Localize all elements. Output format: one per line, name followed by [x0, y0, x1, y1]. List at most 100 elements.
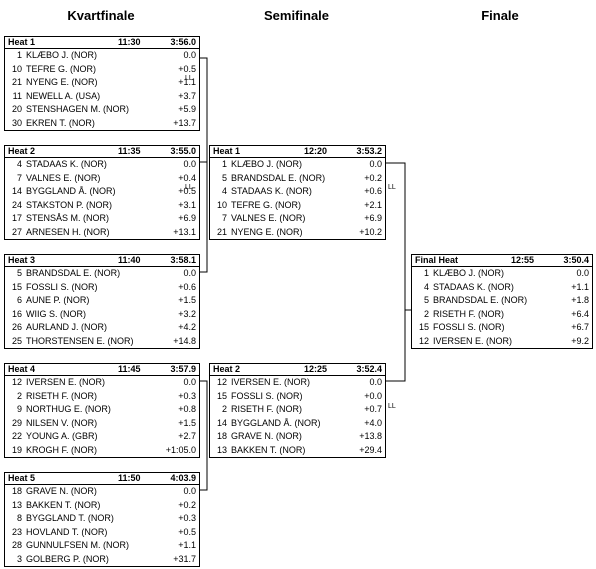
result-row: 2 RISETH F. (NOR) +6.4 [412, 308, 592, 322]
athlete-name: NORTHUG E. (NOR) [26, 404, 111, 414]
time-behind: 0.0 [183, 159, 196, 169]
bib-number: 15 [418, 322, 429, 332]
result-row: 1 KLÆBO J. (NOR) 0.0 [412, 267, 592, 281]
result-row: 10 TEFRE G. (NOR) +0.5 [5, 63, 199, 77]
heat-winning-time: 3:55.0 [170, 146, 196, 156]
time-behind: +0.5 [178, 526, 196, 537]
bib-number: 21 [216, 226, 227, 237]
heat-start-time: 11:50 [118, 473, 141, 483]
heat-winning-time: 3:58.1 [170, 255, 196, 265]
athlete-name: KLÆBO J. (NOR) [433, 268, 505, 278]
time-behind: +1.5 [178, 295, 196, 305]
bib-number: 2 [221, 404, 227, 414]
result-row: 7 VALNES E. (NOR) +0.4 [5, 172, 199, 186]
quarterfinal-title: Kvartfinale [67, 8, 135, 23]
bib-number: 12 [418, 335, 429, 346]
result-row: 30 EKREN T. (NOR) +13.7 [5, 117, 199, 131]
result-row: 27 ARNESEN H. (NOR) +13.1 [5, 226, 199, 240]
heat-name: Heat 2 [8, 146, 36, 156]
heat-name: Heat 5 [8, 473, 36, 483]
heat-winning-time: 3:53.2 [356, 146, 382, 156]
athlete-name: STADAAS K. (NOR) [433, 281, 514, 292]
time-behind: +9.2 [571, 335, 589, 346]
time-behind: 0.0 [183, 486, 196, 496]
bib-number: 7 [16, 172, 22, 183]
bib-number: 20 [11, 104, 22, 114]
lucky-loser-marker: LL [185, 75, 193, 82]
result-row: 15 FOSSLI S. (NOR) +6.7 [412, 321, 592, 335]
time-behind: +0.4 [178, 172, 196, 183]
athlete-name: ARNESEN H. (NOR) [26, 226, 110, 237]
result-row: 19 KROGH F. (NOR) +1:05.0 [5, 444, 199, 458]
athlete-name: NYENG E. (NOR) [231, 226, 303, 237]
result-row: 5 BRANDSDAL E. (NOR) +1.8 [412, 294, 592, 308]
time-behind: +0.5 [178, 186, 196, 196]
result-row: 20 STENSHAGEN M. (NOR) +5.9 [5, 103, 199, 117]
result-row: 18 GRAVE N. (NOR) 0.0 [5, 485, 199, 499]
bib-number: 6 [16, 295, 22, 305]
bib-number: 27 [11, 226, 22, 237]
result-row: 12 IVERSEN E. (NOR) +9.2 [412, 335, 592, 349]
bib-number: 19 [11, 444, 22, 455]
time-behind: 0.0 [183, 377, 196, 387]
bib-number: 12 [216, 377, 227, 387]
heat-start-time: 12:20 [304, 146, 328, 156]
time-behind: +0.8 [178, 404, 196, 414]
result-row: 12 IVERSEN E. (NOR) 0.0 [5, 376, 199, 390]
lucky-loser-marker: LL [388, 184, 396, 191]
bib-number: 29 [11, 417, 22, 428]
result-row: 13 BAKKEN T. (NOR) +0.2 [5, 499, 199, 513]
time-behind: +3.7 [178, 90, 196, 101]
semifinal-title: Semifinale [263, 8, 330, 23]
athlete-name: NYENG E. (NOR) [26, 77, 98, 87]
time-behind: +31.7 [173, 553, 196, 564]
athlete-name: IVERSEN E. (NOR) [433, 335, 513, 346]
athlete-name: VALNES E. (NOR) [231, 213, 306, 223]
time-behind: +6.9 [364, 213, 382, 223]
athlete-name: TEFRE G. (NOR) [26, 63, 96, 74]
time-behind: +13.7 [173, 117, 196, 128]
heat-name: Heat 2 [213, 364, 241, 374]
athlete-name: GUNNULFSEN M. (NOR) [26, 540, 129, 550]
time-behind: +0.2 [364, 172, 382, 183]
athlete-name: HOVLAND T. (NOR) [26, 526, 108, 537]
time-behind: +0.5 [178, 63, 196, 74]
result-row: 18 GRAVE N. (NOR) +13.8 [210, 430, 385, 444]
quarterfinal-heat: Heat 1 11:30 3:56.0 1 KLÆBO J. (NOR) 0.0 10 TEF… [4, 36, 200, 131]
time-behind: +2.7 [178, 431, 196, 441]
athlete-name: YOUNG A. (GBR) [26, 431, 98, 441]
result-row: 21 NYENG E. (NOR) +10.2 [210, 226, 385, 240]
time-behind: +1:05.0 [165, 444, 196, 455]
result-row: 8 BYGGLAND T. (NOR) +0.3 [5, 512, 199, 526]
time-behind: +3.2 [178, 308, 196, 319]
time-behind: +2.1 [364, 199, 382, 210]
athlete-name: IVERSEN E. (NOR) [26, 377, 106, 387]
bib-number: 2 [16, 390, 22, 401]
bib-number: 24 [11, 199, 22, 210]
time-behind: +0.2 [178, 499, 196, 510]
bib-number: 4 [221, 186, 227, 196]
quarterfinal-heat: Heat 4 11:45 3:57.9 12 IVERSEN E. (NOR) 0.0 2 R… [4, 363, 200, 458]
athlete-name: NEWELL A. (USA) [26, 90, 101, 101]
athlete-name: IVERSEN E. (NOR) [231, 377, 311, 387]
bib-number: 9 [16, 404, 22, 414]
result-row: 13 BAKKEN T. (NOR) +29.4 [210, 444, 385, 458]
bib-number: 16 [11, 308, 22, 319]
bib-number: 11 [12, 90, 22, 101]
bib-number: 23 [11, 526, 22, 537]
time-behind: 0.0 [183, 50, 196, 60]
result-row: 12 IVERSEN E. (NOR) 0.0 [210, 376, 385, 390]
bib-number: 5 [16, 268, 22, 278]
bib-number: 21 [11, 77, 22, 87]
result-row: 2 RISETH F. (NOR) +0.7 [210, 403, 385, 417]
heat-name: Final Heat [415, 255, 459, 265]
lucky-loser-marker: LL [388, 403, 396, 410]
result-row: 9 NORTHUG E. (NOR) +0.8 [5, 403, 199, 417]
bib-number: 5 [423, 295, 429, 305]
heat-header: Heat 4 11:45 3:57.9 [5, 364, 199, 376]
bib-number: 4 [423, 281, 429, 292]
heat-name: Heat 4 [8, 364, 36, 374]
heat-start-time: 12:25 [304, 364, 328, 374]
time-behind: +4.0 [364, 417, 382, 428]
